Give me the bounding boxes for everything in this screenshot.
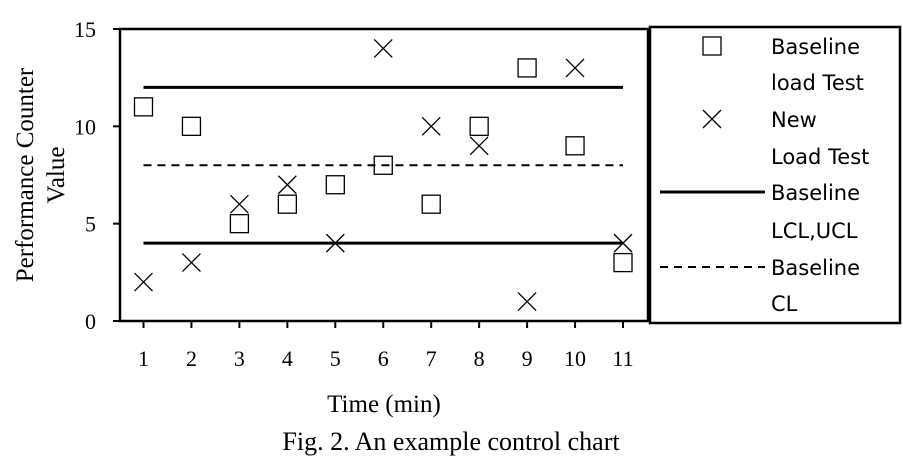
legend-label-baseline-load-test-line-1: Baseline xyxy=(771,35,860,59)
baseline-point-1 xyxy=(133,97,154,117)
baseline-point-9 xyxy=(517,58,537,78)
new-test-point-2 xyxy=(181,253,201,273)
baseline-point-10 xyxy=(565,136,585,156)
y-tick-label-10: 10 xyxy=(74,114,96,139)
legend-frame xyxy=(648,25,902,325)
x-tick-label-7: 7 xyxy=(426,346,437,371)
new-test-point-8 xyxy=(469,136,489,156)
legend-label-baseline-load-test-line-2: load Test xyxy=(771,71,864,95)
x-tick-label-3: 3 xyxy=(234,346,245,371)
baseline-point-11 xyxy=(613,252,633,273)
baseline-point-6 xyxy=(373,155,393,175)
x-tick-label-11: 11 xyxy=(612,346,633,371)
legend-label-new-load-test-line-2: Load Test xyxy=(771,145,869,169)
legend-label-baseline-cl-line-1: Baseline xyxy=(771,256,860,280)
new-test-point-7 xyxy=(421,116,441,136)
y-axis-title-line-1: Performance Counter xyxy=(12,67,39,282)
new-test-point-10 xyxy=(565,58,585,78)
baseline-point-2 xyxy=(181,116,202,136)
x-axis-title: Time (min) xyxy=(327,391,441,418)
figure-caption: Fig. 2. An example control chart xyxy=(282,427,620,456)
x-tick-label-5: 5 xyxy=(330,346,341,371)
y-axis: 0 5 10 15 xyxy=(74,17,120,334)
legend: Baseline load Test New Load Test Baseline LCL… xyxy=(648,25,902,325)
x-tick-label-4: 4 xyxy=(282,346,293,371)
y-tick-label-5: 5 xyxy=(85,212,96,237)
baseline-point-5 xyxy=(325,175,345,195)
new-test-point-9 xyxy=(517,292,537,311)
x-tick-label-6: 6 xyxy=(378,346,389,371)
x-tick-label-1: 1 xyxy=(138,346,149,371)
x-tick-label-8: 8 xyxy=(474,346,485,371)
new-test-point-4 xyxy=(277,175,297,195)
legend-label-baseline-lcl-ucl-line-1: Baseline xyxy=(771,181,860,205)
y-tick-label-0: 0 xyxy=(85,309,96,334)
x-axis: 1 2 3 4 5 6 7 8 9 10 11 xyxy=(120,320,648,371)
x-tick-label-10: 10 xyxy=(564,346,586,371)
baseline-point-4 xyxy=(277,194,298,214)
baseline-point-7 xyxy=(421,194,441,214)
new-test-point-1 xyxy=(134,272,153,292)
legend-label-baseline-cl-line-2: CL xyxy=(771,292,798,316)
legend-marker-new-load-test xyxy=(702,109,722,129)
new-test-point-11 xyxy=(613,233,633,253)
legend-label-new-load-test-line-1: New xyxy=(771,108,817,132)
reference-lines xyxy=(143,85,623,245)
new-test-point-5 xyxy=(325,233,345,253)
x-tick-label-9: 9 xyxy=(522,346,533,371)
legend-marker-baseline-load-test xyxy=(702,36,722,56)
legend-label-baseline-lcl-ucl-line-2: LCL,UCL xyxy=(771,219,858,243)
x-tick-label-2: 2 xyxy=(186,346,197,371)
new-test-point-6 xyxy=(373,39,393,58)
baseline-point-3 xyxy=(229,214,250,234)
data-markers xyxy=(133,39,633,311)
y-tick-label-15: 15 xyxy=(74,17,96,42)
new-test-point-3 xyxy=(229,194,249,214)
y-axis-title-line-2: Value xyxy=(43,147,70,204)
plot-area-frame xyxy=(118,27,650,323)
baseline-point-8 xyxy=(469,116,489,136)
